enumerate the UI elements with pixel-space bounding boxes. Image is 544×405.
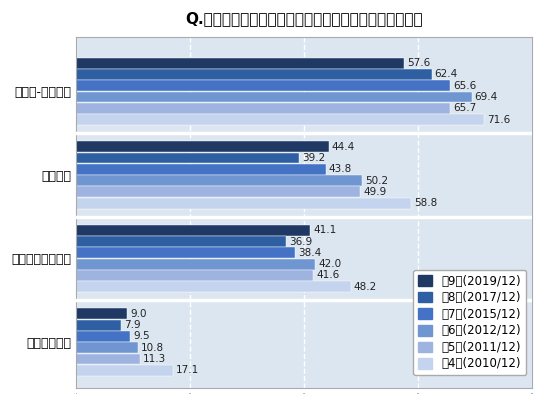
Text: 10.8: 10.8 bbox=[140, 343, 164, 353]
Text: 9.5: 9.5 bbox=[133, 331, 150, 341]
Bar bbox=[76, 281, 351, 292]
Text: 43.8: 43.8 bbox=[329, 164, 352, 174]
Bar bbox=[76, 186, 361, 197]
Text: 62.4: 62.4 bbox=[435, 69, 458, 79]
Text: 58.8: 58.8 bbox=[414, 198, 437, 208]
Bar bbox=[76, 247, 295, 258]
Bar bbox=[76, 114, 484, 125]
Text: 7.9: 7.9 bbox=[124, 320, 140, 330]
Text: 9.0: 9.0 bbox=[130, 309, 147, 319]
Bar bbox=[76, 69, 432, 80]
Text: 41.6: 41.6 bbox=[316, 271, 339, 280]
Legend: 第9回(2019/12), 第8回(2017/12), 第7回(2015/12), 第6回(2012/12), 第5回(2011/12), 第4回(2010/1: 第9回(2019/12), 第8回(2017/12), 第7回(2015/12)… bbox=[413, 270, 526, 375]
Text: 41.1: 41.1 bbox=[313, 225, 336, 235]
Text: 69.4: 69.4 bbox=[474, 92, 498, 102]
Bar bbox=[76, 103, 450, 114]
Bar bbox=[76, 141, 329, 152]
Bar bbox=[76, 80, 450, 91]
Bar bbox=[76, 92, 472, 102]
Text: 50.2: 50.2 bbox=[365, 175, 388, 185]
Text: 48.2: 48.2 bbox=[354, 282, 377, 292]
Text: 42.0: 42.0 bbox=[318, 259, 342, 269]
Bar bbox=[76, 198, 411, 209]
Bar bbox=[76, 270, 313, 281]
Bar bbox=[76, 365, 174, 376]
Text: 39.2: 39.2 bbox=[302, 153, 325, 163]
Title: Q.信頼性・安心感があると思うコンビニはどこですか？: Q.信頼性・安心感があると思うコンビニはどこですか？ bbox=[185, 11, 423, 26]
Text: 65.6: 65.6 bbox=[453, 81, 476, 91]
Bar bbox=[76, 309, 127, 319]
Text: 17.1: 17.1 bbox=[176, 365, 200, 375]
Bar bbox=[76, 259, 316, 270]
Bar bbox=[76, 225, 310, 236]
Bar bbox=[76, 354, 140, 364]
Text: 71.6: 71.6 bbox=[487, 115, 510, 124]
Text: 44.4: 44.4 bbox=[332, 142, 355, 152]
Bar bbox=[76, 164, 326, 175]
Bar bbox=[76, 58, 404, 68]
Bar bbox=[76, 342, 138, 353]
Bar bbox=[76, 331, 130, 342]
Text: 36.9: 36.9 bbox=[289, 237, 312, 247]
Text: 65.7: 65.7 bbox=[453, 103, 477, 113]
Text: 49.9: 49.9 bbox=[363, 187, 387, 197]
Text: 57.6: 57.6 bbox=[407, 58, 430, 68]
Text: 11.3: 11.3 bbox=[143, 354, 166, 364]
Bar bbox=[76, 153, 299, 163]
Bar bbox=[76, 175, 362, 186]
Text: 38.4: 38.4 bbox=[298, 248, 321, 258]
Bar bbox=[76, 320, 121, 330]
Bar bbox=[76, 236, 286, 247]
